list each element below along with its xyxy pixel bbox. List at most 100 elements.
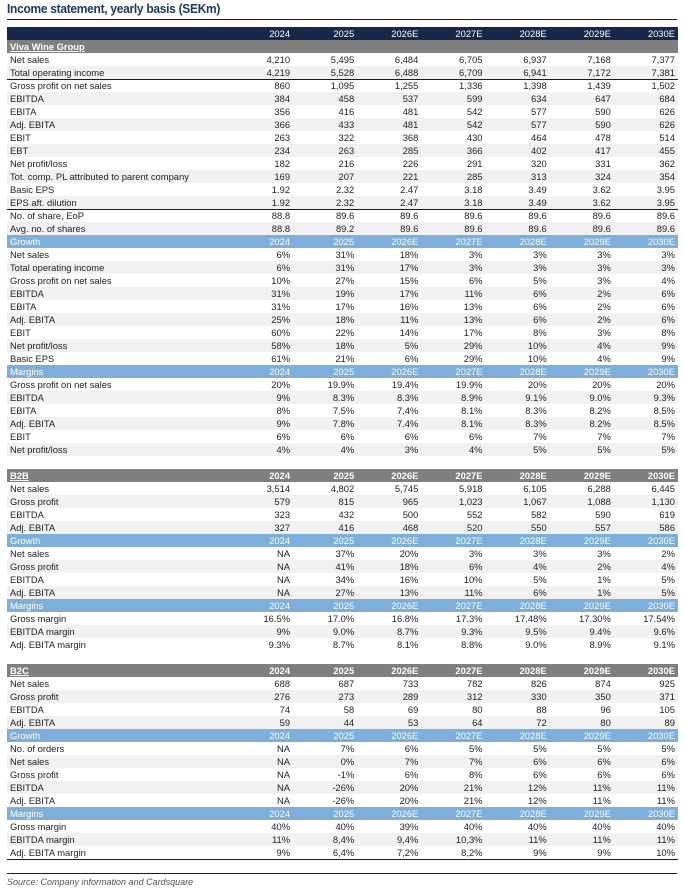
value-cell: 31%	[271, 288, 291, 299]
row-label: Total operating income	[10, 67, 105, 78]
value-cell: 29%	[463, 353, 483, 364]
value-cell: 25%	[271, 314, 291, 325]
year-header: 2030E	[647, 808, 675, 819]
table-row: EBITDA 9% 8.3% 8.3% 8.9% 9.1% 9.0% 9.3%	[7, 391, 678, 404]
value-cell: 2%	[597, 288, 611, 299]
value-cell: 31%	[271, 301, 291, 312]
table-row: EBITDA 31% 19% 17% 11% 6% 2% 6%	[7, 287, 678, 300]
value-cell: 688	[274, 678, 291, 689]
value-cell: 8.3%	[332, 392, 355, 403]
year-header: 2028E	[519, 366, 547, 377]
table-row: Net sales 688 687 733 782 826 874 925	[7, 677, 678, 690]
table-row: Net sales NA 37% 20% 3% 3% 3% 2%	[7, 547, 678, 560]
section-header: B2C 2024 2025 2026E 2027E 2028E 2029E 2030E	[7, 664, 678, 677]
value-cell: 7,172	[587, 67, 611, 78]
value-cell: 12%	[527, 782, 547, 793]
row-label: Adj. EBITA	[10, 119, 56, 130]
value-cell: 89.6	[656, 210, 675, 221]
value-cell: 61%	[271, 353, 291, 364]
value-cell: 27%	[335, 587, 355, 598]
value-cell: 7,168	[587, 54, 611, 65]
year-header	[357, 40, 421, 53]
value-cell: 89.6	[464, 210, 483, 221]
value-cell: 3.95	[656, 197, 675, 208]
value-cell: 17.54%	[643, 613, 675, 624]
value-cell: 89.6	[528, 223, 547, 234]
value-cell: 9,4%	[396, 834, 419, 845]
value-cell: 520	[466, 522, 483, 533]
value-cell: 0%	[340, 756, 355, 767]
value-cell: 8.3%	[396, 392, 419, 403]
row-label: Net sales	[10, 249, 50, 260]
year-header: 2027E	[455, 600, 483, 611]
value-cell: 39%	[399, 821, 419, 832]
value-cell: 105	[659, 704, 675, 715]
table-row: Gross profit on net sales 20% 19.9% 19.4% 19…	[7, 378, 678, 391]
table-row: Total operating income 6% 31% 17% 3% 3% 3% 3%	[7, 261, 678, 274]
value-cell: 17%	[399, 262, 419, 273]
table-end-divider	[7, 873, 677, 874]
value-cell: 7%	[404, 756, 419, 767]
year-header: 2026E	[391, 236, 419, 247]
value-cell: 3%	[661, 262, 675, 273]
table-row: EBITDA margin 11% 8,4% 9,4% 10,3% 11% 11% 11%	[7, 833, 678, 846]
value-cell: -26%	[332, 795, 355, 806]
year-header: 2027E	[455, 470, 483, 481]
table-row: Total operating income 4,219 5,528 6,488 6,7…	[7, 66, 678, 79]
row-label: Gross profit on net sales	[10, 80, 112, 91]
value-cell: 291	[466, 158, 483, 169]
year-header: 2030E	[647, 28, 675, 39]
value-cell: 350	[595, 691, 611, 702]
table-row: Adj. EBITA NA -26% 20% 21% 12% 11% 11%	[7, 794, 678, 807]
value-cell: 17.0%	[327, 613, 355, 624]
value-cell: 3%	[597, 249, 611, 260]
value-cell: 371	[659, 691, 675, 702]
table-row: Gross margin 40% 40% 39% 40% 40% 40% 40%	[7, 820, 678, 833]
value-cell: 11%	[464, 288, 483, 299]
value-cell: 5%	[661, 587, 675, 598]
year-header	[421, 40, 485, 53]
table-row: No. of share, EoP 88.8 89.6 89.6 89.6 89.6 89.…	[7, 209, 678, 222]
value-cell: 9.3%	[461, 626, 483, 637]
value-cell: NA	[277, 574, 291, 585]
value-cell: 8.1%	[461, 418, 483, 429]
table-row: Net profit/loss 182 216 226 291 320 331 362	[7, 157, 678, 170]
value-cell: 577	[531, 106, 547, 117]
value-cell: 3.18	[464, 197, 483, 208]
value-cell: 455	[659, 145, 675, 156]
table-row: Net profit/loss 4% 4% 3% 4% 5% 5% 5%	[7, 443, 678, 456]
value-cell: 590	[595, 119, 611, 130]
value-cell: 542	[466, 119, 483, 130]
year-header: 2024	[269, 28, 291, 39]
table-row: Gross profit on net sales 10% 27% 15% 6% 5% 3%…	[7, 274, 678, 287]
value-cell: 17.3%	[455, 613, 483, 624]
value-cell: 273	[338, 691, 355, 702]
value-cell: 2.32	[335, 197, 355, 208]
value-cell: 9%	[661, 340, 675, 351]
row-label: EBITDA	[10, 93, 44, 104]
value-cell: 6%	[597, 756, 611, 767]
value-cell: 312	[466, 691, 483, 702]
value-cell: 368	[402, 132, 419, 143]
year-header: 2024	[269, 236, 291, 247]
row-label: EBITA	[10, 301, 37, 312]
year-header: 2028E	[519, 730, 547, 741]
year-header: 2025	[333, 535, 355, 546]
value-cell: 16.5%	[263, 613, 291, 624]
row-label: Net sales	[10, 678, 50, 689]
row-label: EBITDA margin	[10, 626, 75, 637]
value-cell: 6%	[468, 275, 483, 286]
row-label: Tot. comp. PL attributed to parent compa…	[10, 171, 189, 182]
row-label: EBITDA	[10, 509, 44, 520]
year-header	[550, 40, 614, 53]
value-cell: 44	[343, 717, 355, 728]
value-cell: 2%	[597, 314, 611, 325]
value-cell: 3.49	[528, 184, 547, 195]
section-header: Viva Wine Group	[7, 40, 678, 53]
value-cell: 687	[338, 678, 355, 689]
value-cell: 16%	[399, 301, 419, 312]
subsection-header: Margins 2024 2025 2026E 2027E 2028E 2029E 2030E	[7, 807, 678, 820]
value-cell: -26%	[332, 782, 355, 793]
value-cell: 27%	[335, 275, 355, 286]
row-label: Total operating income	[10, 262, 105, 273]
